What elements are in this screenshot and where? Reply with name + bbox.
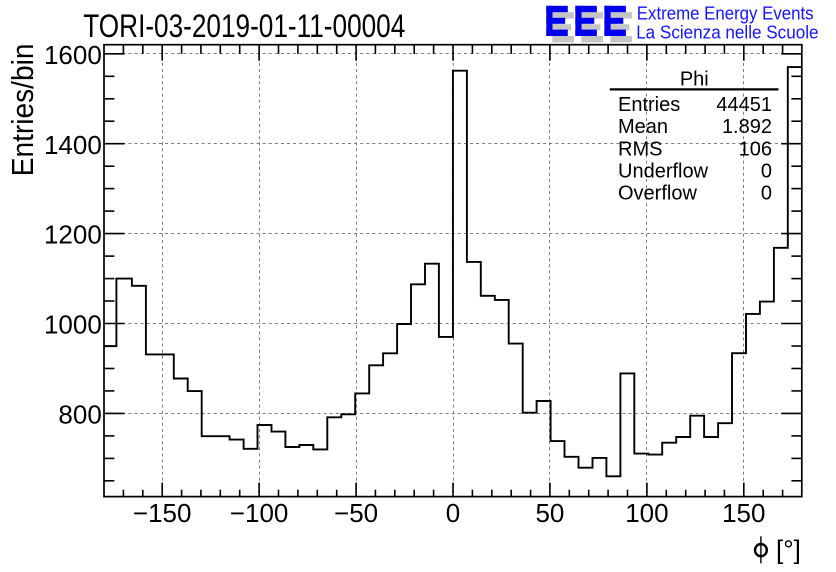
svg-text:[°]: [°] [776, 535, 801, 565]
svg-text:0: 0 [446, 498, 460, 528]
svg-text:RMS: RMS [618, 138, 662, 160]
svg-text:La Scienza nelle Scuole: La Scienza nelle Scuole [636, 22, 818, 43]
svg-text:1600: 1600 [44, 40, 102, 70]
svg-text:1200: 1200 [44, 220, 102, 250]
svg-text:−50: −50 [334, 498, 378, 528]
svg-text:106: 106 [739, 138, 772, 160]
svg-text:Entries/bin: Entries/bin [5, 44, 40, 177]
svg-text:150: 150 [722, 498, 765, 528]
svg-text:44451: 44451 [716, 94, 772, 116]
svg-text:Extreme Energy Events: Extreme Energy Events [637, 3, 814, 24]
svg-text:100: 100 [625, 498, 668, 528]
svg-text:1000: 1000 [44, 310, 102, 340]
svg-text:−150: −150 [133, 498, 192, 528]
svg-text:Overflow: Overflow [618, 183, 697, 205]
svg-text:TORI-03-2019-01-11-00004: TORI-03-2019-01-11-00004 [83, 8, 405, 44]
svg-text:Entries: Entries [618, 94, 680, 116]
svg-text:1400: 1400 [44, 130, 102, 160]
svg-text:1.892: 1.892 [722, 116, 772, 138]
svg-text:Phi: Phi [680, 68, 709, 90]
svg-text:50: 50 [535, 498, 564, 528]
svg-text:Underflow: Underflow [618, 161, 709, 183]
svg-text:Mean: Mean [618, 116, 668, 138]
svg-text:0: 0 [761, 183, 772, 205]
svg-text:800: 800 [58, 400, 101, 430]
svg-text:0: 0 [761, 161, 772, 183]
svg-text:−100: −100 [230, 498, 289, 528]
